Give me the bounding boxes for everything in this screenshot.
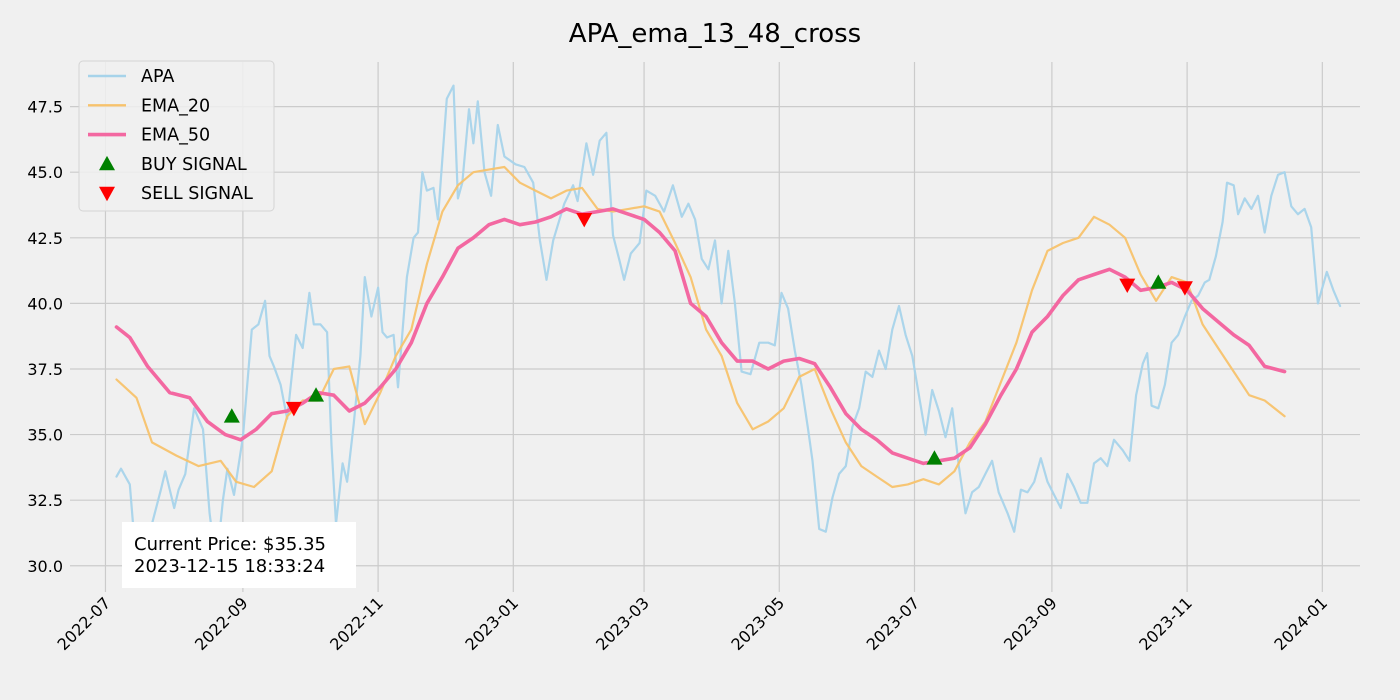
legend-label: EMA_20: [141, 96, 210, 116]
series-line-apa: [115, 84, 1342, 567]
buy-signal-marker: [223, 408, 240, 423]
legend-label: BUY SIGNAL: [141, 155, 247, 175]
buy-signal-marker: [926, 450, 943, 465]
y-tick-label: 45.0: [27, 163, 63, 182]
buy-signal-marker: [308, 387, 325, 402]
series-line-ema-50: [114, 207, 1287, 466]
sell-signal-marker: [285, 401, 302, 417]
legend-buy-marker: [99, 155, 115, 171]
legend-sell-marker: [99, 186, 115, 202]
current-price-text: Current Price: $35.35: [134, 534, 326, 555]
y-tick-label: 42.5: [27, 229, 63, 248]
legend-box: [78, 60, 275, 212]
y-tick-label: 32.5: [27, 491, 63, 510]
legend-label: EMA_50: [141, 126, 210, 146]
sell-signal-marker: [1176, 281, 1193, 296]
chart-title: APA_ema_13_48_cross: [569, 19, 861, 49]
buy-signal-marker: [1150, 274, 1167, 289]
current-price-box-background: [122, 522, 356, 588]
current-price-box: Current Price: $35.35 2023-12-15 18:33:2…: [122, 522, 356, 588]
sell-signal-marker: [576, 213, 593, 228]
legend: APA EMA_20 EMA_50 BUY SIGNAL SELL SIGNAL: [78, 60, 275, 212]
legend-label: APA: [141, 67, 174, 87]
timestamp-text: 2023-12-15 18:33:24: [134, 556, 325, 577]
y-tick-label: 37.5: [27, 360, 63, 379]
sell-signal-marker: [1119, 278, 1136, 294]
series-line-ema-20: [115, 165, 1286, 489]
y-tick-label: 47.5: [27, 98, 63, 117]
series-layer: [114, 84, 1342, 567]
legend-label: SELL SIGNAL: [141, 184, 253, 204]
y-tick-label: 35.0: [27, 426, 63, 445]
y-tick-label: 30.0: [27, 557, 63, 576]
y-tick-label: 40.0: [27, 294, 63, 313]
signal-layer: [223, 213, 1193, 465]
